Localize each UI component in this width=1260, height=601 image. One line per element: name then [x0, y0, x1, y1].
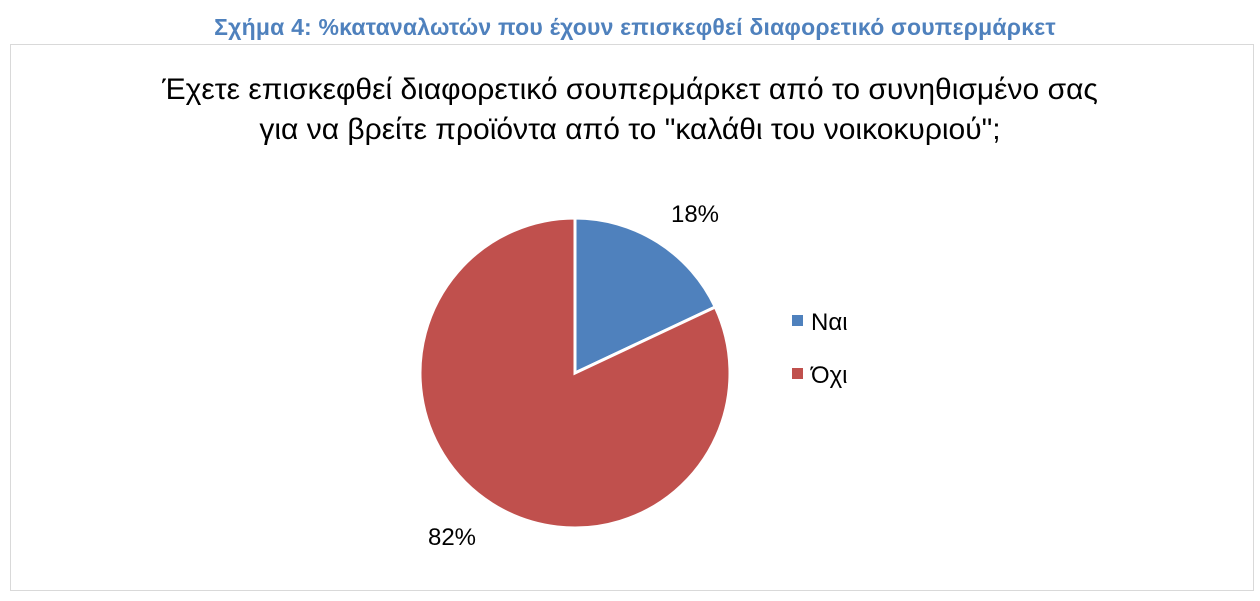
data-label-2: 82% — [428, 524, 476, 551]
pie-slice-2 — [418, 216, 732, 530]
legend-label-2: Όχι — [810, 362, 848, 389]
pie-slice-1 — [573, 216, 718, 376]
legend-swatch-2 — [792, 368, 803, 379]
data-label-1: 18% — [671, 201, 719, 228]
figure-caption: Σχήμα 4: %καταναλωτών που έχουν επισκεφθ… — [214, 14, 1056, 40]
legend-swatch-1 — [792, 315, 803, 326]
chart-title: Έχετε επισκεφθεί διαφορετικό σουπερμάρκε… — [0, 70, 1260, 150]
chart-title-line-2: για να βρείτε προϊόντα από το "καλάθι το… — [259, 113, 1001, 146]
chart-title-line-1: Έχετε επισκεφθεί διαφορετικό σουπερμάρκε… — [162, 73, 1098, 106]
legend-label-1: Ναι — [811, 309, 848, 336]
